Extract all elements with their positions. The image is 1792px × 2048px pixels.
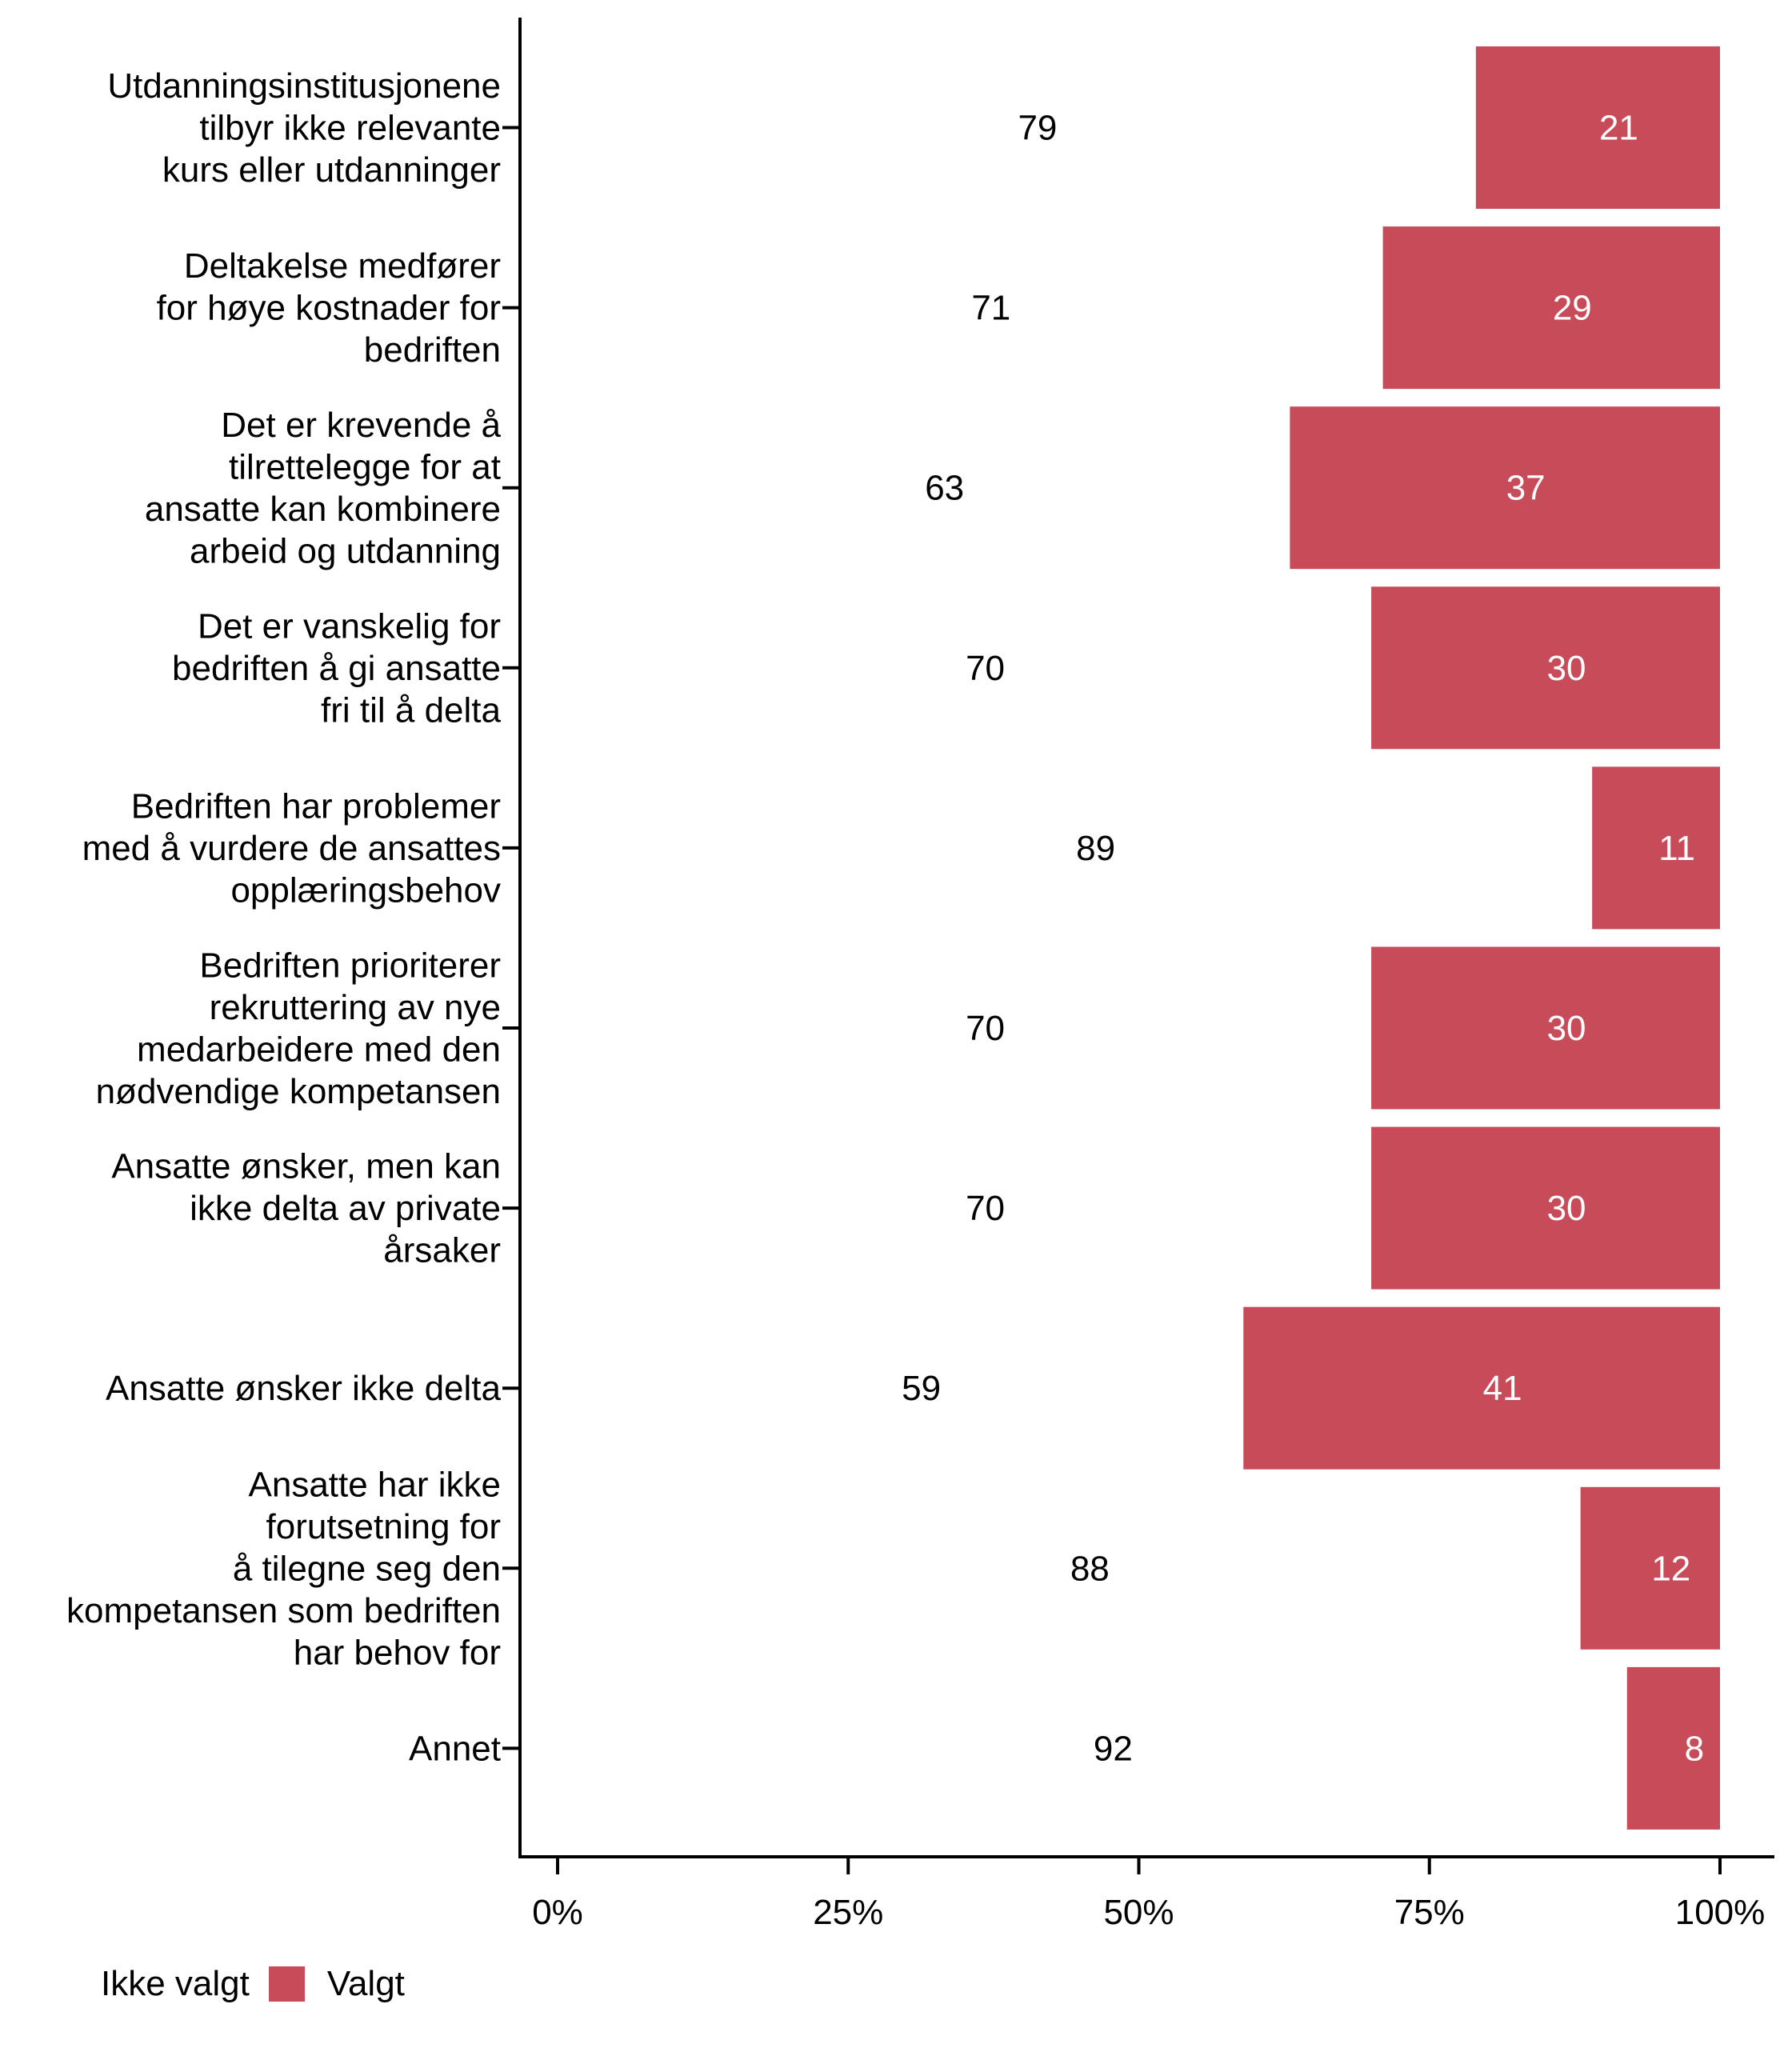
legend-swatch-valgt — [268, 1966, 305, 2002]
bar-ikke-valgt — [558, 946, 1372, 1110]
x-tick-label: 50% — [1103, 1893, 1174, 1932]
bar-valgt — [1382, 226, 1720, 390]
y-axis-label: Ansatte har ikke forutsetning for å tilegn… — [66, 1465, 501, 1672]
y-axis-label: Det er vanskelig for bedriften å gi ansat… — [172, 606, 501, 730]
y-axis-label: Utdanningsinstitusjonene tilbyr ikke rele… — [107, 66, 501, 190]
value-label-valgt: 12 — [1651, 1549, 1690, 1588]
value-label-valgt: 30 — [1547, 649, 1586, 688]
value-label-ikke-valgt: 70 — [966, 649, 1005, 688]
x-axis-ticks: 0% 25% 50% 75% 100% — [532, 1857, 1765, 1932]
y-axis-labels: Utdanningsinstitusjonene tilbyr ikke rele… — [66, 66, 502, 1768]
y-axis-label: Deltakelse medfører for høye kostnader fo… — [157, 246, 501, 370]
y-axis-label: Ansatte ønsker, men kan ikke delta av pri… — [111, 1147, 501, 1270]
value-label-valgt: 21 — [1599, 109, 1638, 148]
value-label-valgt: 30 — [1547, 1009, 1586, 1048]
x-tick-label: 0% — [532, 1893, 583, 1932]
value-label-ikke-valgt: 88 — [1070, 1549, 1110, 1588]
bar-valgt — [1626, 1666, 1720, 1830]
bar-valgt — [1475, 46, 1720, 209]
value-label-ikke-valgt: 79 — [1018, 109, 1057, 148]
bar-valgt — [1592, 766, 1720, 930]
bar-ikke-valgt — [558, 1486, 1581, 1650]
value-label-ikke-valgt: 59 — [902, 1369, 941, 1408]
bar-ikke-valgt — [558, 406, 1290, 570]
y-axis-label: Annet — [409, 1729, 501, 1768]
value-label-ikke-valgt: 92 — [1094, 1729, 1133, 1768]
value-label-valgt: 30 — [1547, 1189, 1586, 1228]
bar-valgt — [1243, 1306, 1720, 1470]
bar-ikke-valgt — [558, 586, 1372, 750]
legend: Ikke valgt Valgt — [101, 1964, 405, 2004]
x-tick-label: 75% — [1394, 1893, 1465, 1932]
bar-ikke-valgt — [558, 1306, 1244, 1470]
value-label-ikke-valgt: 71 — [971, 289, 1010, 328]
bar-valgt — [1371, 1126, 1720, 1290]
value-label-ikke-valgt: 70 — [966, 1009, 1005, 1048]
value-labels-layer: 79 21 71 29 63 37 70 30 89 11 70 30 70 30 59 41 88 12 92 8 — [902, 109, 1704, 1769]
bars-layer — [558, 46, 1720, 1830]
legend-label-ikke-valgt: Ikke valgt — [101, 1964, 250, 2003]
x-tick-label: 25% — [813, 1893, 883, 1932]
bar-ikke-valgt — [558, 766, 1593, 930]
bar-ikke-valgt — [558, 226, 1383, 390]
y-axis-label: Bedriften prioriterer rekruttering av nye… — [96, 946, 501, 1111]
bar-valgt — [1371, 586, 1720, 750]
value-label-valgt: 37 — [1506, 469, 1546, 508]
bar-ikke-valgt — [558, 1666, 1627, 1830]
value-label-ikke-valgt: 70 — [966, 1189, 1005, 1228]
y-axis-label: Bedriften har problemer med å vurdere de … — [82, 786, 501, 910]
axes — [502, 18, 1774, 1858]
bar-valgt — [1290, 406, 1720, 570]
bar-ikke-valgt — [558, 46, 1476, 209]
y-axis-label: Det er krevende å tilrettelegge for at ans… — [145, 406, 502, 571]
value-label-valgt: 8 — [1685, 1729, 1704, 1768]
bar-ikke-valgt — [558, 1126, 1372, 1290]
x-tick-label: 100% — [1675, 1893, 1766, 1932]
y-axis-label: Ansatte ønsker ikke delta — [106, 1369, 502, 1408]
value-label-ikke-valgt: 89 — [1076, 829, 1115, 868]
value-label-valgt: 41 — [1483, 1369, 1522, 1408]
value-label-valgt: 29 — [1553, 289, 1592, 328]
value-label-valgt: 11 — [1658, 829, 1695, 868]
legend-label-valgt: Valgt — [326, 1964, 405, 2003]
value-label-ikke-valgt: 63 — [925, 469, 964, 508]
bar-valgt — [1371, 946, 1720, 1110]
bar-valgt — [1580, 1486, 1720, 1650]
